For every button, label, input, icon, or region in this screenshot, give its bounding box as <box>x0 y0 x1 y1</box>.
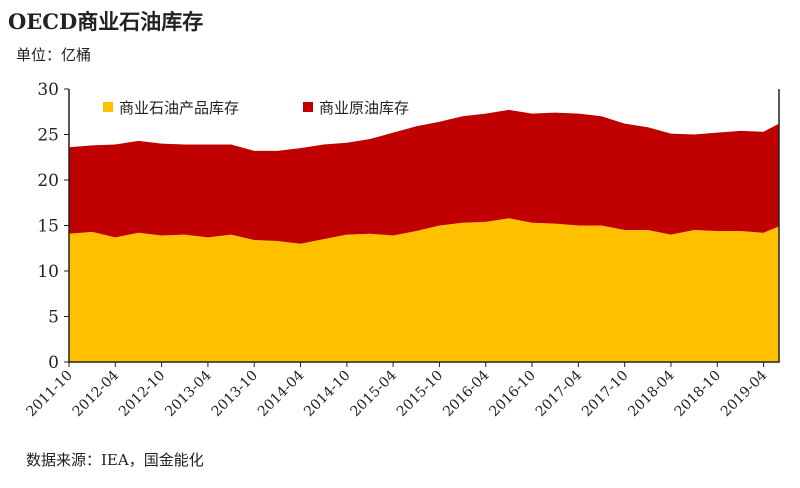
y-tick-label: 15 <box>37 217 59 237</box>
legend-swatch <box>303 102 313 112</box>
y-tick-label: 20 <box>37 171 59 191</box>
y-tick-label: 30 <box>37 80 59 100</box>
x-tick-label: 2017-04 <box>533 367 586 420</box>
x-tick-label: 2016-04 <box>440 367 493 420</box>
chart-title: OECD商业石油库存 <box>8 9 204 34</box>
x-tick-label: 2015-10 <box>394 368 446 420</box>
source-note: 数据来源：IEA，国金能化 <box>26 451 204 469</box>
x-tick-label: 2014-04 <box>255 367 308 420</box>
x-tick-label: 2012-04 <box>70 367 123 420</box>
x-tick-label: 2015-04 <box>348 367 401 420</box>
x-tick-label: 2014-10 <box>301 368 353 420</box>
y-tick-label: 25 <box>37 126 59 146</box>
legend-label: 商业原油库存 <box>319 99 409 117</box>
x-tick-label: 2017-10 <box>579 368 631 420</box>
legend-swatch <box>103 102 113 112</box>
y-tick-label: 10 <box>37 262 59 282</box>
x-tick-label: 2019-04 <box>718 367 771 420</box>
x-tick-label: 2012-10 <box>116 368 168 420</box>
y-tick-label: 0 <box>48 353 59 373</box>
x-tick-label: 2018-10 <box>672 368 724 420</box>
x-tick-label: 2016-10 <box>486 368 538 420</box>
y-tick-label: 5 <box>48 308 59 328</box>
unit-label: 单位：亿桶 <box>16 46 92 64</box>
legend-label: 商业石油产品库存 <box>119 99 239 117</box>
x-tick-label: 2013-10 <box>209 368 261 420</box>
x-tick-label: 2013-04 <box>162 367 215 420</box>
x-tick-label: 2011-10 <box>23 368 75 420</box>
x-tick-label: 2018-04 <box>625 367 678 420</box>
area-series-0 <box>69 218 779 362</box>
area-series-1 <box>69 109 779 244</box>
